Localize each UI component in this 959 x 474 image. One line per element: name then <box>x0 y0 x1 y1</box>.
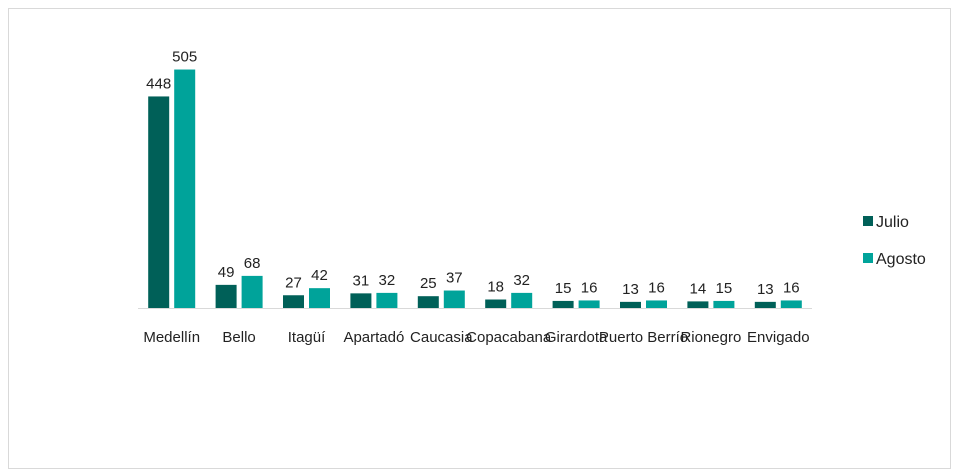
legend-swatch-agosto <box>863 253 873 263</box>
legend: Julio Agosto <box>863 214 926 268</box>
value-label-julio-copacabana: 18 <box>487 279 504 296</box>
bar-agosto-girardota <box>578 300 600 308</box>
category-label-caucasia: Caucasia <box>410 329 473 346</box>
bar-julio-envigado <box>754 301 776 308</box>
value-label-agosto-copacabana: 32 <box>513 272 530 289</box>
value-label-agosto-girardota: 16 <box>581 279 598 296</box>
value-label-agosto-rionegro: 15 <box>716 280 733 297</box>
category-label-envigado: Envigado <box>747 329 810 346</box>
category-labels-group: Medellín Bello Itagüí Apartadó CaucasiaCopac… <box>143 329 809 346</box>
bar-julio-apartado <box>350 293 372 308</box>
category-label-copacabana: Copacabana <box>466 329 552 346</box>
category-label-girardota: Girardota <box>545 329 608 346</box>
value-label-julio-rionegro: 14 <box>690 280 707 297</box>
value-label-agosto-itagui: 42 <box>311 267 328 284</box>
bar-agosto-caucasia <box>443 290 465 308</box>
bar-agosto-bello <box>241 275 263 308</box>
value-label-julio-caucasia: 25 <box>420 275 437 292</box>
bar-julio-bello <box>215 284 237 308</box>
category-label-apartado: Apartadó <box>343 329 404 346</box>
bars-group <box>148 69 802 309</box>
category-label-bello: Bello <box>222 329 255 346</box>
value-label-agosto-puerto-berrio: 16 <box>648 279 665 296</box>
value-label-agosto-caucasia: 37 <box>446 270 463 287</box>
bar-agosto-medellin <box>174 69 196 309</box>
bar-julio-girardota <box>552 300 574 308</box>
bar-julio-medellin <box>148 96 170 308</box>
bar-julio-puerto-berrio <box>620 301 641 308</box>
legend-label-julio: Julio <box>876 214 909 231</box>
value-label-julio-girardota: 15 <box>555 280 572 297</box>
value-label-agosto-envigado: 16 <box>783 279 800 296</box>
value-label-julio-itagui: 27 <box>285 274 302 291</box>
category-label-medellin: Medellín <box>143 329 200 346</box>
bar-julio-itagui <box>283 295 304 308</box>
bar-agosto-puerto-berrio <box>646 300 667 308</box>
bar-julio-caucasia <box>417 296 439 308</box>
bar-agosto-copacabana <box>511 292 533 308</box>
value-label-agosto-apartado: 32 <box>379 272 396 289</box>
category-label-puerto-berrio: Puerto Berrío <box>599 329 688 346</box>
bar-julio-copacabana <box>485 299 507 308</box>
value-label-agosto-medellin: 505 <box>172 49 197 66</box>
category-label-itagui: Itagüí <box>288 329 326 346</box>
bar-agosto-envigado <box>780 300 802 308</box>
legend-label-agosto: Agosto <box>876 251 926 268</box>
bar-agosto-rionegro <box>713 300 735 308</box>
value-label-julio-envigado: 13 <box>757 281 774 298</box>
bar-julio-rionegro <box>687 301 709 308</box>
bar-agosto-apartado <box>376 292 398 308</box>
category-label-rionegro: Rionegro <box>680 329 741 346</box>
value-label-julio-bello: 49 <box>218 264 235 281</box>
value-label-julio-apartado: 31 <box>353 272 370 289</box>
legend-swatch-julio <box>863 216 873 226</box>
value-label-agosto-bello: 68 <box>244 255 261 272</box>
value-label-julio-puerto-berrio: 13 <box>622 281 639 298</box>
value-label-julio-medellin: 448 <box>146 75 171 92</box>
bar-agosto-itagui <box>309 288 330 308</box>
